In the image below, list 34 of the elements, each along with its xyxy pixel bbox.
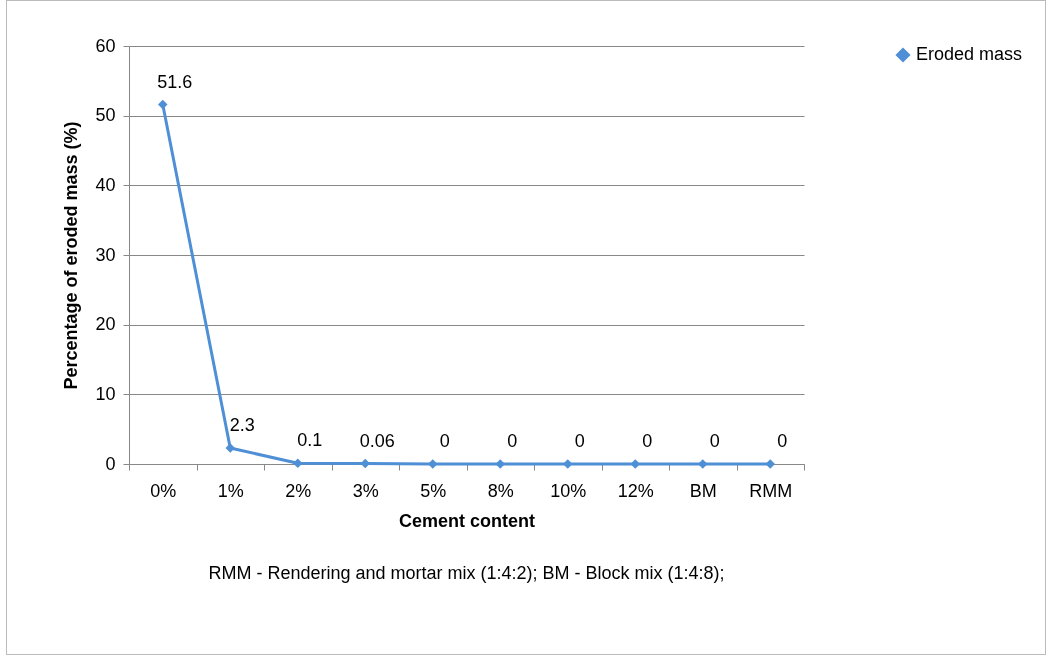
y-tick-label: 30 — [95, 244, 116, 265]
y-tick-label: 40 — [95, 174, 116, 195]
y-tick-label: 10 — [95, 383, 116, 404]
x-tick-label: 0% — [150, 480, 177, 501]
x-tick-label: 3% — [352, 480, 379, 501]
x-tick-label: 1% — [217, 480, 244, 501]
data-label: 0.06 — [359, 430, 395, 451]
x-tick-label: 10% — [550, 480, 587, 501]
x-tick-label: BM — [689, 480, 717, 501]
x-tick-label: 5% — [420, 480, 447, 501]
data-label: 0.1 — [297, 430, 323, 451]
data-label: 0 — [709, 431, 720, 451]
x-tick-label: RMM — [749, 480, 793, 501]
data-label: 0 — [777, 431, 788, 451]
x-axis-title: Cement content — [398, 510, 536, 531]
point — [158, 99, 168, 110]
x-tick-label: 8% — [487, 480, 514, 501]
x-tick-label: 12% — [617, 480, 654, 501]
text: RMM - Rendering and mortar mix (1:4:2); BM - Block mix (1:4:8); — [208, 563, 725, 583]
data-label: 51.6 — [157, 71, 193, 92]
x-tick-label: 2% — [285, 480, 312, 501]
point — [225, 443, 235, 453]
y-tick-label: 60 — [95, 35, 116, 56]
data-label: 0 — [574, 431, 585, 451]
data-label: 0 — [439, 431, 450, 451]
point — [293, 458, 303, 469]
legend-label: Eroded mass — [916, 44, 1023, 64]
y-axis-title: Percentage of eroded mass (%) — [61, 121, 82, 390]
data-label: 0 — [507, 431, 518, 451]
y-tick-label: 0 — [105, 453, 116, 474]
y-tick-label: 20 — [95, 314, 116, 335]
data-label: 0 — [642, 431, 653, 451]
data-label: 2.3 — [229, 414, 255, 435]
y-tick-label: 50 — [95, 105, 116, 126]
